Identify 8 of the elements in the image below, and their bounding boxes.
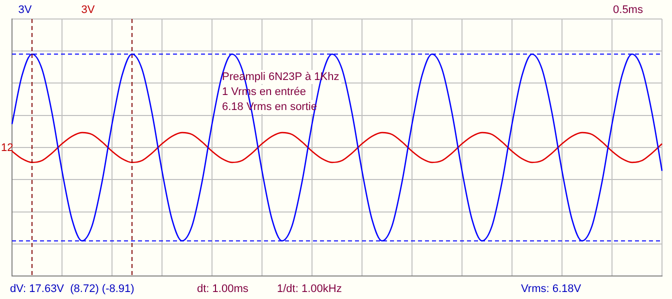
text: dt: 1.00ms [197,283,249,296]
text: dV: 17.63V (8.72) (-8.91) [10,283,134,296]
text: Vrms: 6.18V [521,283,582,296]
annotation: 12 [1,142,14,154]
text: 1/dt: 1.00kHz [277,283,342,296]
text: 3V [18,4,32,16]
text: 3V [81,4,96,16]
text: 0.5ms [613,4,644,16]
